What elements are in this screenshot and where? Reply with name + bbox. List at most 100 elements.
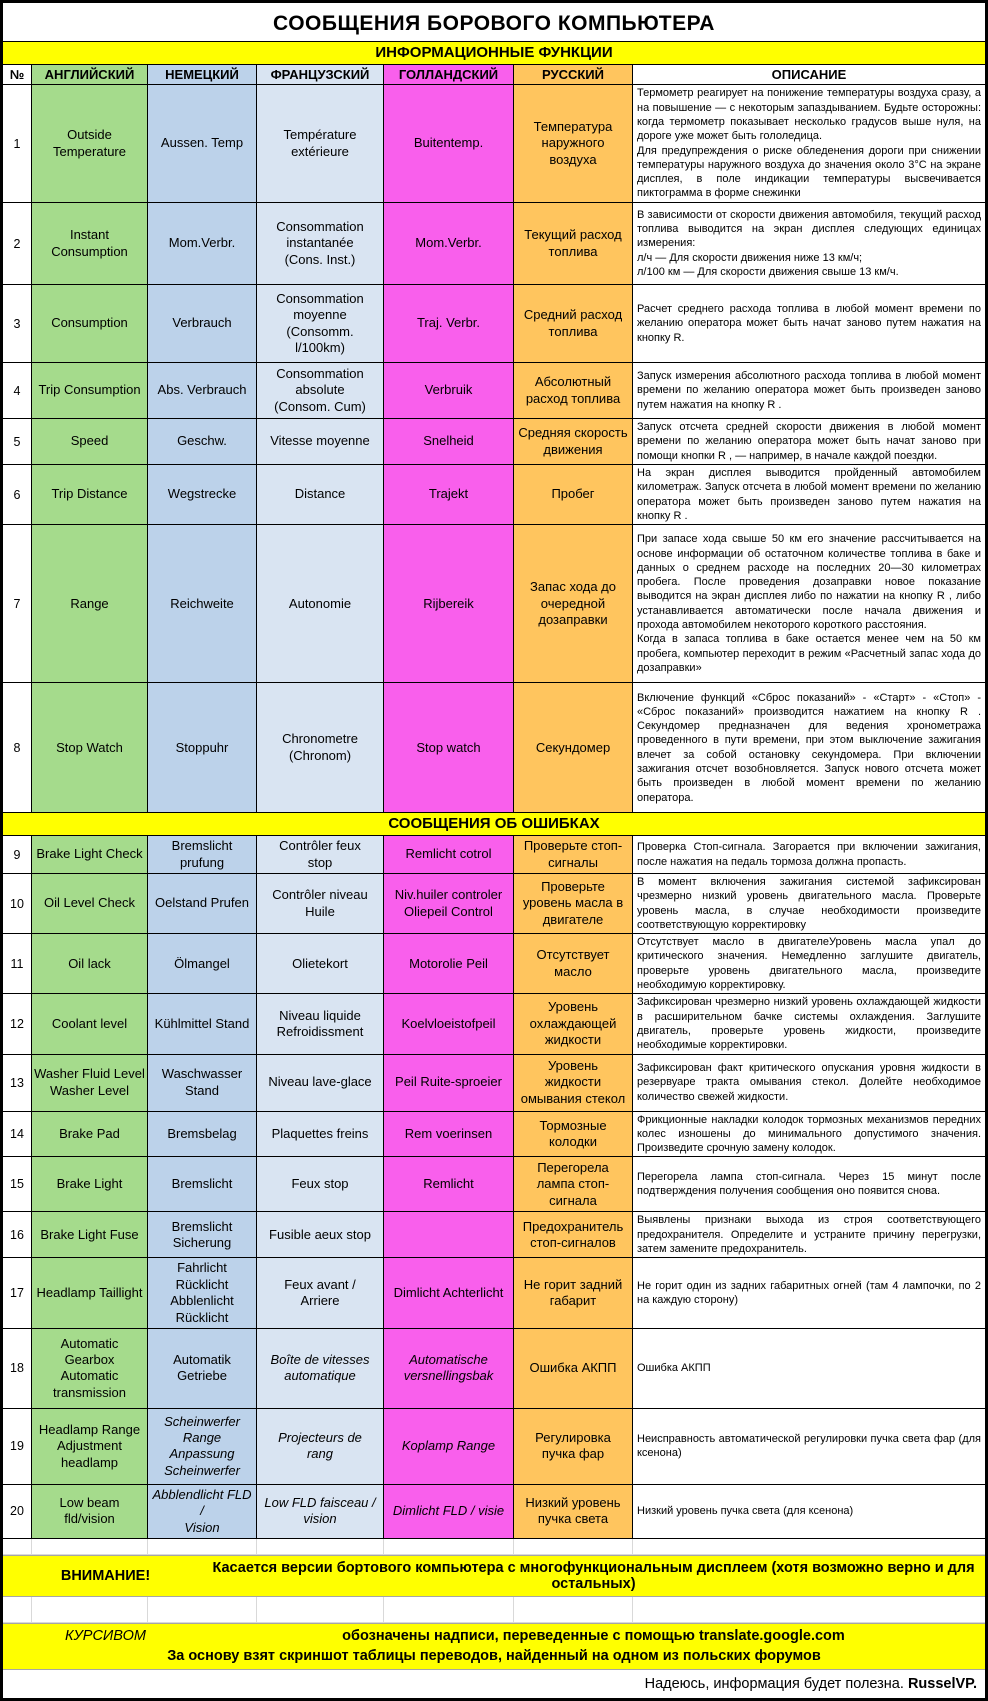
row-number-cell: 11 <box>3 934 32 995</box>
column-header-description: ОПИСАНИЕ <box>633 65 985 85</box>
cell-german: Wegstrecke <box>148 465 257 526</box>
cell-description: Зафиксирован факт критического опускания… <box>633 1054 985 1112</box>
cell-german: Waschwasser Stand <box>148 1054 257 1112</box>
legend-source-text: За основу взят скриншот таблицы переводо… <box>167 1648 821 1665</box>
cell-description: В момент включения зажигания системой за… <box>633 873 985 935</box>
cell-russian: Предохранитель стоп-сигналов <box>514 1212 633 1259</box>
cell-french: Plaquettes freins <box>257 1111 384 1158</box>
cell-english: Automatic Gearbox Automatic transmission <box>32 1328 148 1409</box>
legend-band: КУРСИВОМ обозначены надписи, переведенны… <box>3 1623 985 1671</box>
table-body-info: 1 Outside Temperature Aussen. Temp Tempé… <box>3 85 985 814</box>
attention-label: ВНИМАНИЕ! <box>60 1568 151 1585</box>
credit-line: Надеюсь, информация будет полезна. Russe… <box>3 1670 985 1698</box>
cell-dutch: Snelheid <box>384 419 514 465</box>
cell-french: Olietekort <box>257 934 384 995</box>
cell-german: Reichweite <box>148 525 257 684</box>
cell-german: Verbrauch <box>148 285 257 363</box>
cell-dutch: Koelvloeistofpeil <box>384 994 514 1055</box>
cell-description: Проверка Стоп-сигнала. Загорается при вк… <box>633 836 985 874</box>
cell-description: Включение функций «Сброс показаний» - «С… <box>633 683 985 814</box>
column-header-english: АНГЛИЙСКИЙ <box>32 65 148 85</box>
cell-german: Automatik Getriebe <box>148 1328 257 1409</box>
cell-english: Consumption <box>32 285 148 363</box>
cell-english: Trip Consumption <box>32 363 148 419</box>
cell-french: Chronometre (Chronom) <box>257 683 384 814</box>
cell-english: Brake Light Fuse <box>32 1212 148 1259</box>
cell-french: Consommation moyenne (Consomm. l/100km) <box>257 285 384 363</box>
top-margin-strip <box>3 3 985 9</box>
cell-russian: Не горит задний габарит <box>514 1258 633 1329</box>
cell-dutch: Koplamp Range <box>384 1408 514 1485</box>
cell-description: Перегорела лампа стоп-сигнала. Через 15 … <box>633 1157 985 1213</box>
cell-dutch: Peil Ruite-sproeier <box>384 1054 514 1112</box>
column-header-french: ФРАНЦУЗСКИЙ <box>257 65 384 85</box>
row-number-cell: 5 <box>3 419 32 465</box>
cell-german: Abblendlicht FLD / Vision <box>148 1484 257 1540</box>
cell-dutch: Traj. Verbr. <box>384 285 514 363</box>
cell-dutch: Trajekt <box>384 465 514 526</box>
row-number-cell: 3 <box>3 285 32 363</box>
cell-russian: Абсолютный расход топлива <box>514 363 633 419</box>
cell-german: Oelstand Prufen <box>148 873 257 935</box>
cell-french: Température extérieure <box>257 85 384 203</box>
cell-dutch: Verbruik <box>384 363 514 419</box>
cell-dutch: Automatische versnellingsbak <box>384 1328 514 1409</box>
cell-description: Неисправность автоматической регулировки… <box>633 1408 985 1485</box>
cell-english: Headlamp Range Adjustment headlamp <box>32 1408 148 1485</box>
cell-description: При запасе хода свыше 50 км его значение… <box>633 525 985 684</box>
cell-french: Fusible aeux stop <box>257 1212 384 1259</box>
row-number-cell: 10 <box>3 873 32 935</box>
cell-russian: Ошибка АКПП <box>514 1328 633 1409</box>
cell-dutch: Dimlicht FLD / visie <box>384 1484 514 1540</box>
cell-french: Projecteurs de rang <box>257 1408 384 1485</box>
cell-french: Feux stop <box>257 1157 384 1213</box>
cell-french: Niveau lave-glace <box>257 1054 384 1112</box>
cell-description: Выявлены признаки выхода из строя соотве… <box>633 1212 985 1259</box>
row-number-cell: 16 <box>3 1212 32 1259</box>
cell-english: Headlamp Taillight <box>32 1258 148 1329</box>
cell-french: Contrôler feux stop <box>257 836 384 874</box>
cell-german: Bremsbelag <box>148 1111 257 1158</box>
cell-english: Trip Distance <box>32 465 148 526</box>
cell-dutch: Buitentemp. <box>384 85 514 203</box>
row-number-cell: 2 <box>3 203 32 285</box>
cell-dutch: Stop watch <box>384 683 514 814</box>
cell-description: Не горит один из задних габаритных огней… <box>633 1258 985 1329</box>
row-number-cell: 20 <box>3 1484 32 1540</box>
cell-dutch: Rijbereik <box>384 525 514 684</box>
credit-author: RusselVP. <box>907 1676 977 1693</box>
cell-english: Range <box>32 525 148 684</box>
cell-german: Fahrlicht Rücklicht Abblenlicht Rücklich… <box>148 1258 257 1329</box>
cell-dutch: Dimlicht Achterlicht <box>384 1258 514 1329</box>
table-header: № АНГЛИЙСКИЙ НЕМЕЦКИЙ ФРАНЦУЗСКИЙ ГОЛЛАН… <box>3 65 985 85</box>
cell-french: Consommation instantanée (Cons. Inst.) <box>257 203 384 285</box>
cell-french: Distance <box>257 465 384 526</box>
cell-english: Stop Watch <box>32 683 148 814</box>
cell-english: Oil lack <box>32 934 148 995</box>
cell-russian: Текущий расход топлива <box>514 203 633 285</box>
attention-text: Касается версии бортового компьютера с м… <box>212 1560 975 1593</box>
cell-dutch: Mom.Verbr. <box>384 203 514 285</box>
row-number-cell: 14 <box>3 1111 32 1158</box>
legend-italic-label: КУРСИВОМ <box>64 1628 147 1645</box>
footer-gap-2 <box>3 1597 985 1624</box>
cell-russian: Средний расход топлива <box>514 285 633 363</box>
row-number-cell: 8 <box>3 683 32 814</box>
cell-russian: Низкий уровень пучка света <box>514 1484 633 1540</box>
cell-english: Coolant level <box>32 994 148 1055</box>
cell-french: Niveau liquide Refroidissment <box>257 994 384 1055</box>
credit-text: Надеюсь, информация будет полезна. <box>644 1676 904 1693</box>
cell-english: Washer Fluid Level Washer Level <box>32 1054 148 1112</box>
cell-dutch: Remlicht <box>384 1157 514 1213</box>
table-body-errors: 9 Brake Light Check Bremslicht prufung C… <box>3 836 985 1540</box>
column-header-russian: РУССКИЙ <box>514 65 633 85</box>
row-number-cell: 19 <box>3 1408 32 1485</box>
cell-russian: Проверьте уровень масла в двигателе <box>514 873 633 935</box>
cell-german: Aussen. Temp <box>148 85 257 203</box>
column-header-number: № <box>3 65 32 85</box>
cell-description: Фрикционные накладки колодок тормозных м… <box>633 1111 985 1158</box>
cell-dutch: Rem voerinsen <box>384 1111 514 1158</box>
cell-dutch: Niv.huiler controler Oliepeil Control <box>384 873 514 935</box>
cell-description: Расчет среднего расхода топлива в любой … <box>633 285 985 363</box>
cell-english: Oil Level Check <box>32 873 148 935</box>
